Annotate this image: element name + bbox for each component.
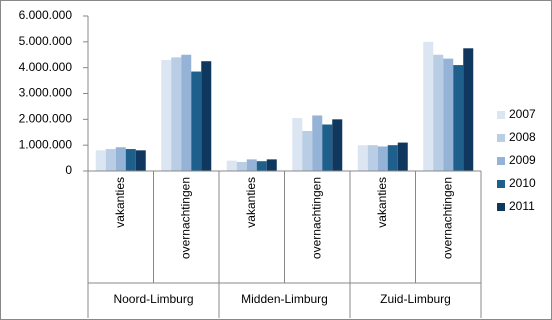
legend-label: 2008 — [509, 130, 536, 144]
legend-swatch — [497, 203, 505, 211]
legend-swatch — [497, 180, 505, 188]
legend-label: 2010 — [509, 176, 536, 190]
group-label: Zuid-Limburg — [380, 292, 451, 306]
x-tick-label: overnachtingen — [178, 177, 192, 259]
bar — [302, 130, 313, 171]
bar — [125, 149, 136, 171]
y-tick-label: 0 — [65, 163, 72, 177]
bar — [397, 142, 408, 171]
x-tick-label: vakanties — [244, 177, 258, 228]
bar — [236, 161, 247, 171]
y-tick-label: 5.000.000 — [19, 34, 73, 48]
bar — [367, 145, 378, 171]
bar — [191, 71, 202, 171]
bar — [256, 161, 267, 171]
bar — [266, 159, 277, 171]
bar — [246, 159, 257, 171]
y-tick-label: 4.000.000 — [19, 60, 73, 74]
legend-label: 2009 — [509, 153, 536, 167]
y-tick-label: 1.000.000 — [19, 137, 73, 151]
legend-label: 2007 — [509, 107, 536, 121]
bar — [377, 146, 388, 171]
bar — [387, 145, 398, 171]
bar — [181, 54, 192, 171]
x-tick-label: overnachtingen — [309, 177, 323, 259]
y-tick-label: 3.000.000 — [19, 86, 73, 100]
bar — [226, 160, 237, 171]
group-label: Noord-Limburg — [113, 292, 193, 306]
bar — [115, 147, 126, 171]
bar — [332, 119, 343, 171]
bar — [423, 41, 434, 172]
y-tick-label: 6.000.000 — [19, 8, 73, 22]
bar — [135, 150, 146, 171]
bar — [105, 149, 116, 171]
bar — [322, 124, 333, 171]
y-tick-label: 2.000.000 — [19, 112, 73, 126]
bar — [161, 59, 172, 171]
legend-swatch — [497, 111, 505, 119]
x-tick-label: overnachtingen — [440, 177, 454, 259]
bar — [292, 118, 303, 171]
bar — [453, 65, 464, 171]
legend-swatch — [497, 157, 505, 165]
group-label: Midden-Limburg — [241, 292, 328, 306]
legend-swatch — [497, 134, 505, 142]
bar — [312, 115, 323, 171]
x-tick-label: vakanties — [375, 177, 389, 228]
legend-label: 2011 — [509, 199, 535, 213]
bar — [171, 57, 182, 172]
bar — [443, 58, 454, 171]
bar — [463, 48, 474, 171]
bar — [433, 54, 444, 171]
x-tick-label: vakanties — [113, 177, 127, 228]
bar — [95, 150, 106, 171]
bar — [357, 145, 368, 171]
bar — [201, 61, 212, 172]
